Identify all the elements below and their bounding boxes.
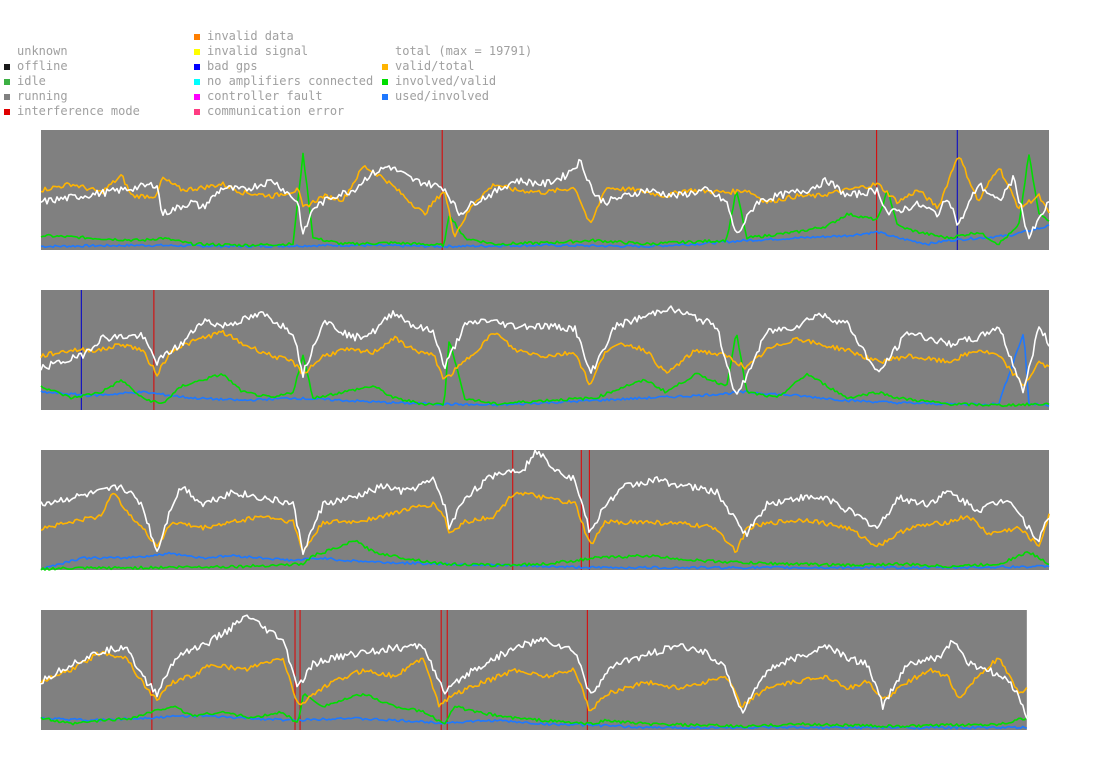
- chart-panel-3: [40, 449, 1050, 571]
- series-total: [40, 305, 1050, 395]
- legend-label: involved/valid: [395, 74, 497, 88]
- legend-item-used-involved: used/involved: [382, 89, 532, 104]
- legend-swatch-controller-fault: [194, 93, 200, 100]
- series-valid-total: [40, 157, 1050, 238]
- legend-swatch-used-involved: [382, 93, 388, 100]
- legend-swatch-valid-total: [382, 63, 388, 70]
- legend-item-communication-error: communication error: [194, 104, 373, 119]
- chart-panel-4: [40, 610, 1028, 730]
- legend-item-no-amplifiers: no amplifiers connected: [194, 74, 373, 89]
- legend-item-idle: idle: [4, 74, 140, 89]
- series-used-involved: [40, 713, 1027, 730]
- series-used-involved: [40, 224, 1050, 249]
- legend-label: bad gps: [207, 59, 258, 73]
- legend-label: invalid signal: [207, 44, 309, 58]
- legend-swatch-bad-gps: [194, 63, 200, 70]
- legend-errors: invalid data invalid signal bad gps no a…: [194, 29, 373, 119]
- legend-swatch-running: [4, 93, 10, 100]
- series-total: [40, 449, 1050, 556]
- series-involved-valid: [40, 539, 1050, 571]
- legend-label: unknown: [17, 44, 68, 58]
- series-involved-valid: [40, 334, 1050, 408]
- legend-series: total (max = 19791) valid/total involved…: [382, 44, 532, 104]
- legend-swatch-involved-valid: [382, 78, 388, 85]
- legend-swatch-invalid-data: [194, 33, 200, 40]
- legend-label: interference mode: [17, 104, 140, 118]
- legend-label: no amplifiers connected: [207, 74, 374, 88]
- series-involved-valid: [40, 152, 1050, 248]
- series-valid-total: [40, 329, 1050, 387]
- legend-label: communication error: [207, 104, 345, 118]
- panel-background: [41, 610, 1027, 730]
- chart-panel-2: [40, 290, 1050, 410]
- legend-swatch-offline: [4, 63, 10, 70]
- series-total: [40, 158, 1050, 240]
- legend-item-bad-gps: bad gps: [194, 59, 373, 74]
- legend-label: offline: [17, 59, 68, 73]
- series-used-involved: [40, 551, 1050, 571]
- legend-label: invalid data: [207, 29, 294, 43]
- legend-item-interference-mode: interference mode: [4, 104, 140, 119]
- series-valid-total: [40, 491, 1050, 554]
- legend-label: valid/total: [395, 59, 475, 73]
- series-valid-total: [40, 650, 1028, 712]
- panel-background: [41, 130, 1049, 250]
- legend-item-involved-valid: involved/valid: [382, 74, 532, 89]
- legend-label: controller fault: [207, 89, 323, 103]
- chart-panel-1: [40, 130, 1050, 250]
- series-total: [40, 614, 1028, 719]
- legend-item-invalid-data: invalid data: [194, 29, 373, 44]
- legend-label: running: [17, 89, 68, 103]
- panel-background: [41, 290, 1049, 410]
- legend-item-valid-total: valid/total: [382, 59, 532, 74]
- legend-item-running: running: [4, 89, 140, 104]
- legend-item-invalid-signal: invalid signal: [194, 44, 373, 59]
- series-used-involved: [40, 333, 1050, 408]
- legend-swatch-communication-error: [194, 108, 200, 115]
- legend-item-unknown: unknown: [4, 44, 140, 59]
- legend-swatch-idle: [4, 78, 10, 85]
- legend-label: total (max = 19791): [395, 44, 533, 58]
- panel-background: [41, 450, 1049, 570]
- legend-label: idle: [17, 74, 46, 88]
- legend-item-total: total (max = 19791): [382, 44, 532, 59]
- legend-swatch-invalid-signal: [194, 48, 200, 55]
- series-involved-valid: [40, 693, 1028, 729]
- legend-swatch-interference: [4, 108, 10, 115]
- legend-item-offline: offline: [4, 59, 140, 74]
- legend-item-controller-fault: controller fault: [194, 89, 373, 104]
- legend-label: used/involved: [395, 89, 489, 103]
- legend-swatch-no-amplifiers: [194, 78, 200, 85]
- legend-status: unknown offline idle running interferenc…: [4, 44, 140, 119]
